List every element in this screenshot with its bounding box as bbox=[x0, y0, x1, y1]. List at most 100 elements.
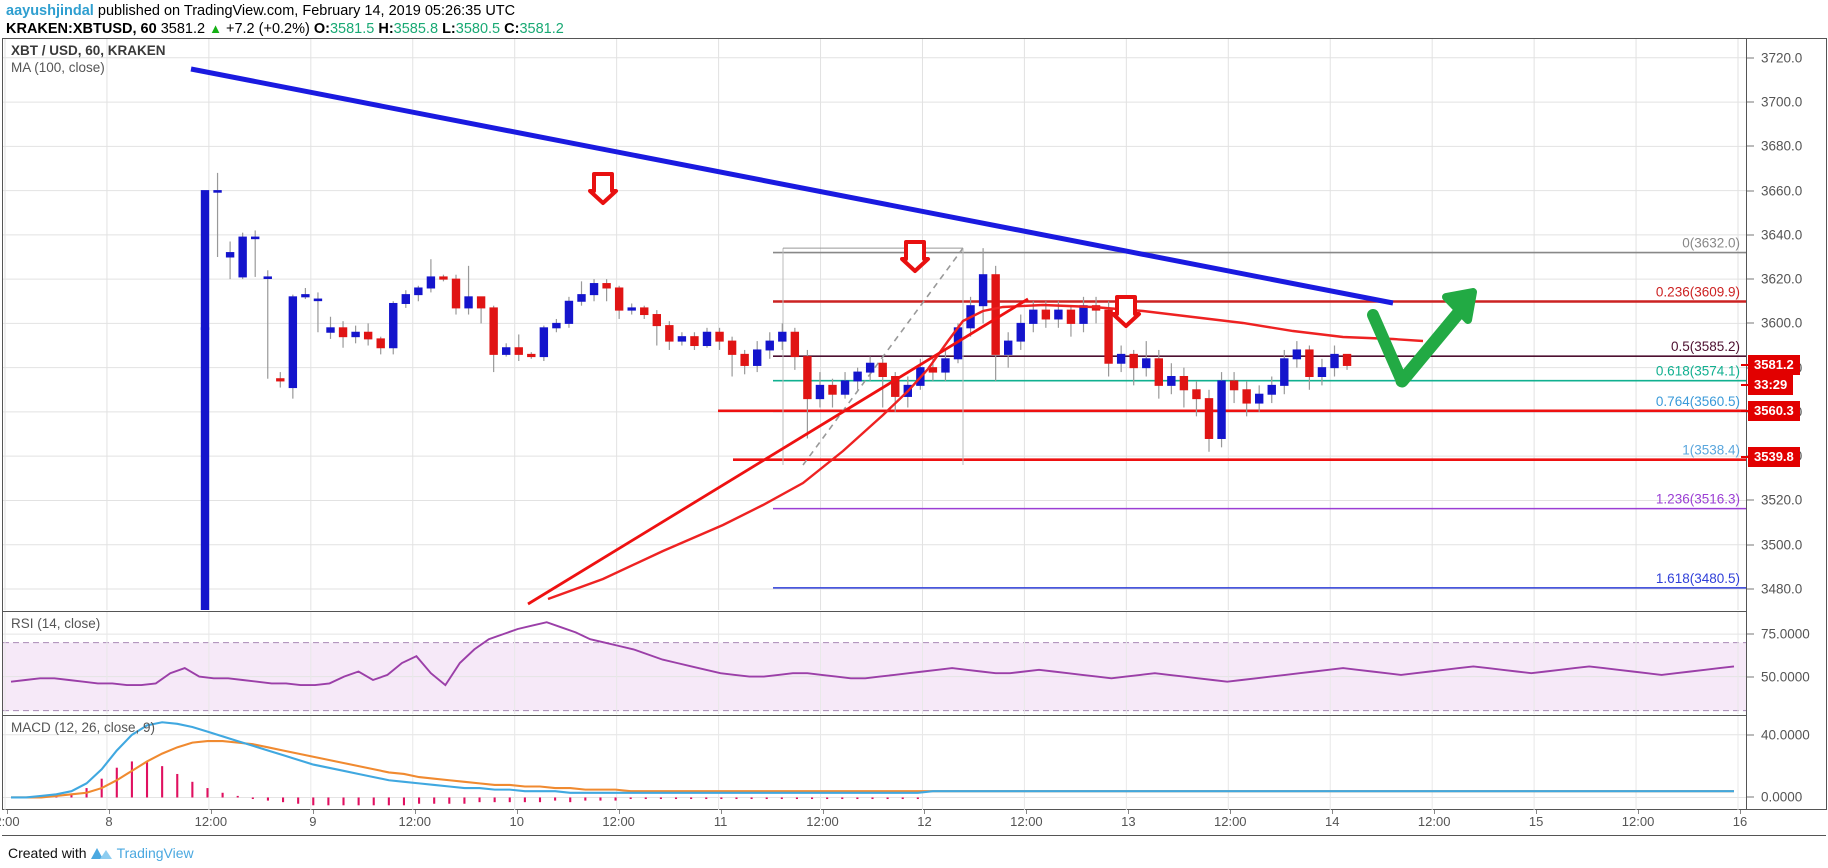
candlestick-body bbox=[1292, 349, 1302, 360]
price-badge[interactable]: 3539.8 bbox=[1748, 446, 1800, 467]
price-axis-tick bbox=[1747, 322, 1754, 324]
time-axis-tick bbox=[516, 810, 518, 814]
candlestick-body bbox=[978, 274, 988, 307]
candlestick-body bbox=[213, 190, 222, 193]
candlestick-body bbox=[401, 294, 411, 304]
candlestick-body bbox=[1066, 309, 1076, 324]
candlestick-body bbox=[840, 380, 850, 395]
candlestick-body bbox=[363, 331, 373, 340]
fib-level-label: 0.5(3585.2) bbox=[1671, 339, 1740, 354]
candlestick-body bbox=[1054, 309, 1063, 320]
time-axis-label: 2:00 bbox=[0, 814, 20, 829]
candlestick-body bbox=[1255, 393, 1264, 404]
candlestick-body bbox=[715, 331, 724, 342]
candlestick-body bbox=[727, 340, 737, 355]
candlestick-body bbox=[489, 307, 498, 355]
price-axis-label: 3680.0 bbox=[1761, 138, 1803, 154]
price-axis-label: 3700.0 bbox=[1761, 94, 1803, 110]
price-badge-tick bbox=[1741, 455, 1748, 458]
time-axis-tick bbox=[1536, 810, 1538, 814]
candlestick-body bbox=[665, 325, 674, 342]
fib-level-label: 1.618(3480.5) bbox=[1656, 571, 1740, 586]
rsi-pane[interactable]: RSI (14, close) bbox=[3, 611, 1746, 714]
time-axis-label: 12:00 bbox=[1214, 814, 1247, 829]
candlestick-body bbox=[903, 384, 912, 397]
rsi-axis-label: 75.0000 bbox=[1761, 626, 1810, 642]
price-change: +7.2 (+0.2%) bbox=[226, 21, 310, 37]
rsi-line bbox=[10, 621, 1735, 687]
price-axis-tick bbox=[1747, 278, 1754, 280]
down-arrow-icon bbox=[588, 172, 618, 205]
time-axis-tick bbox=[1638, 810, 1640, 814]
candlestick-body bbox=[376, 338, 385, 349]
time-axis-tick bbox=[720, 810, 722, 814]
candlestick-body bbox=[338, 327, 348, 338]
candlestick-body bbox=[1267, 384, 1276, 395]
candlestick-body bbox=[652, 314, 661, 327]
ma-100-line bbox=[547, 303, 1424, 601]
price-axis-label: 3600.0 bbox=[1761, 315, 1803, 331]
time-axis-tick bbox=[108, 810, 110, 814]
publish-info: published on TradingView.com, February 1… bbox=[97, 3, 516, 19]
price-axis-label: 3720.0 bbox=[1761, 50, 1803, 66]
price-badge[interactable]: 33:29 bbox=[1748, 375, 1794, 396]
price-axis-label: 3660.0 bbox=[1761, 183, 1803, 199]
time-axis-label: 14 bbox=[1325, 814, 1340, 829]
time-axis-tick bbox=[414, 810, 416, 814]
candlestick-body bbox=[790, 331, 800, 358]
candlestick-body bbox=[1192, 389, 1201, 400]
time-axis-label: 11 bbox=[713, 814, 728, 829]
time-axis-label: 12:00 bbox=[1417, 814, 1451, 829]
ohlc-low-value: 3580.5 bbox=[455, 21, 501, 37]
time-axis-label: 15 bbox=[1528, 814, 1544, 829]
descending-trendline bbox=[190, 66, 1394, 306]
chart-frame bbox=[2, 38, 1826, 810]
candlestick-body bbox=[1091, 305, 1101, 311]
candlestick-body bbox=[1280, 358, 1289, 386]
price-axis-label: 3500.0 bbox=[1761, 537, 1803, 553]
symbol-label[interactable]: KRAKEN:XBTUSD, 60 bbox=[6, 21, 157, 37]
rsi-axis[interactable]: 75.0000 50.0000 bbox=[1747, 612, 1826, 714]
ma-indicator-title: MA (100, close) bbox=[11, 60, 105, 75]
time-axis-tick bbox=[1740, 810, 1741, 814]
time-axis-tick bbox=[1230, 810, 1232, 814]
candlestick-body bbox=[564, 300, 574, 324]
ohlc-open-label: O: bbox=[313, 21, 330, 37]
time-axis-tick bbox=[7, 810, 8, 814]
ohlc-low-label: L: bbox=[442, 21, 456, 37]
time-axis[interactable]: 2:00 8 12:00 9 12:00 10 12:00 11 12:00 12 12:00 13 1… bbox=[0, 810, 1826, 836]
price-pane[interactable]: XBT / USD, 60, KRAKEN MA (100, close) 0(… bbox=[3, 39, 1746, 610]
price-badge[interactable]: 3560.3 bbox=[1748, 401, 1800, 422]
time-axis-tick bbox=[1026, 810, 1028, 814]
candlestick-body bbox=[928, 367, 938, 373]
candlestick-body bbox=[426, 276, 436, 289]
price-axis-tick bbox=[1747, 588, 1754, 590]
header-quote-line: KRAKEN:XBTUSD, 60 3581.2 ▲ +7.2 (+0.2%) … bbox=[6, 20, 1828, 38]
candlestick-body bbox=[1305, 349, 1314, 378]
last-price: 3581.2 bbox=[160, 21, 206, 37]
fib-level-label: 1.236(3516.3) bbox=[1656, 492, 1740, 507]
pennant-dashed-line bbox=[802, 247, 964, 466]
candlestick-body bbox=[389, 302, 398, 349]
time-axis-label: 12 bbox=[917, 814, 932, 829]
author-name[interactable]: aayushjindal bbox=[6, 3, 94, 19]
macd-pane[interactable]: MACD (12, 26, close, 9) bbox=[3, 715, 1746, 810]
candlestick-body bbox=[1204, 398, 1214, 439]
candlestick-body bbox=[451, 278, 461, 309]
candlestick-body bbox=[614, 287, 624, 311]
tradingview-brand[interactable]: TradingView bbox=[116, 845, 194, 861]
down-arrow-icon bbox=[1111, 295, 1141, 328]
candlestick-body bbox=[326, 327, 335, 333]
price-badge[interactable]: 3581.2 bbox=[1748, 355, 1800, 375]
macd-signal-line bbox=[11, 740, 1734, 799]
price-badge-tick bbox=[1741, 364, 1748, 366]
rising-support-trendline bbox=[527, 297, 1029, 606]
rsi-axis-tick bbox=[1747, 676, 1754, 678]
time-axis-tick bbox=[924, 810, 926, 814]
candlestick-body bbox=[313, 298, 323, 302]
price-axis[interactable]: 3720.0 3700.0 3680.0 3660.0 3640.0 3620.0 3600… bbox=[1741, 39, 1826, 610]
candlestick-body bbox=[953, 327, 963, 360]
time-axis-tick bbox=[618, 810, 620, 814]
candlestick-body bbox=[1229, 380, 1239, 391]
macd-axis[interactable]: 40.0000 0.0000 bbox=[1747, 716, 1826, 810]
